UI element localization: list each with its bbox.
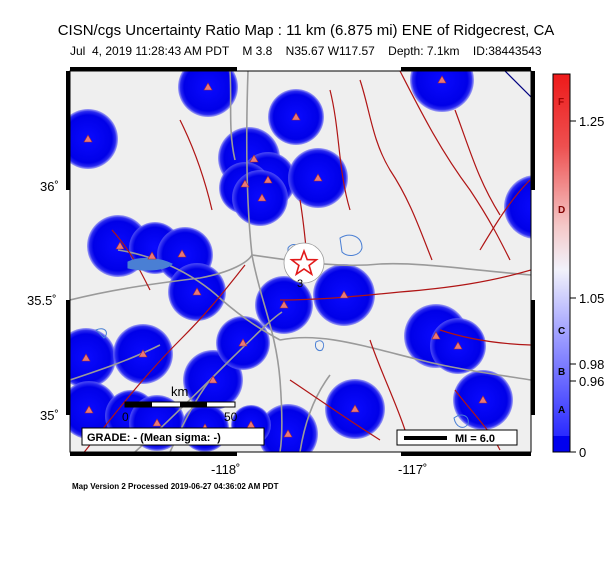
lon-label-118: -118˚ — [211, 462, 240, 477]
colorbar-value-0-96: 0.96 — [579, 374, 604, 389]
colorbar-letter-f: F — [558, 97, 564, 108]
lat-label-36: 36˚ — [40, 179, 59, 194]
colorbar-letter-d: D — [558, 205, 565, 216]
longitude-labels: -118˚ -117˚ — [211, 462, 427, 477]
epicenter-star — [283, 242, 325, 284]
colorbar-value-1-05: 1.05 — [579, 291, 604, 306]
grade-box: GRADE: - (Mean sigma: -) — [81, 427, 265, 446]
road-network — [70, 71, 531, 452]
colorbar-letter-a: A — [558, 405, 565, 416]
scale-bar: km 0 50 — [122, 384, 238, 424]
scale-tick-0: 0 — [122, 410, 129, 424]
mi-legend-label: MI = 6.0 — [455, 433, 495, 445]
lat-label-35-5: 35.5˚ — [27, 293, 57, 308]
map-frame — [66, 67, 535, 456]
lon-label-117: -117˚ — [398, 462, 427, 477]
processing-footer: Map Version 2 Processed 2019-06-27 04:36… — [72, 482, 279, 491]
mi-legend: MI = 6.0 — [396, 429, 518, 446]
latitude-labels: 36˚ 35.5˚ 35˚ — [27, 179, 59, 423]
station-label: 3 — [297, 278, 303, 290]
scale-tick-50: 50 — [224, 410, 238, 424]
colorbar-letter-c: C — [558, 326, 565, 337]
map-title: CISN/cgs Uncertainty Ratio Map : 11 km (… — [57, 22, 555, 39]
colorbar-value-0-98: 0.98 — [579, 357, 604, 372]
scale-title: km — [171, 384, 188, 399]
station-markers — [81, 75, 488, 438]
event-info: Jul 4, 2019 11:28:43 AM PDT M 3.8 N35.67… — [70, 44, 542, 58]
grade-text: GRADE: - (Mean sigma: -) — [87, 432, 221, 444]
colorbar-value-0: 0 — [579, 445, 586, 460]
colorbar-letter-b: B — [558, 367, 565, 378]
colorbar: F D C B A 1.25 1.05 0.98 0.96 0 — [552, 73, 604, 460]
water-bodies — [95, 234, 469, 428]
colorbar-value-1-25: 1.25 — [579, 114, 604, 129]
lat-label-35: 35˚ — [40, 408, 59, 423]
